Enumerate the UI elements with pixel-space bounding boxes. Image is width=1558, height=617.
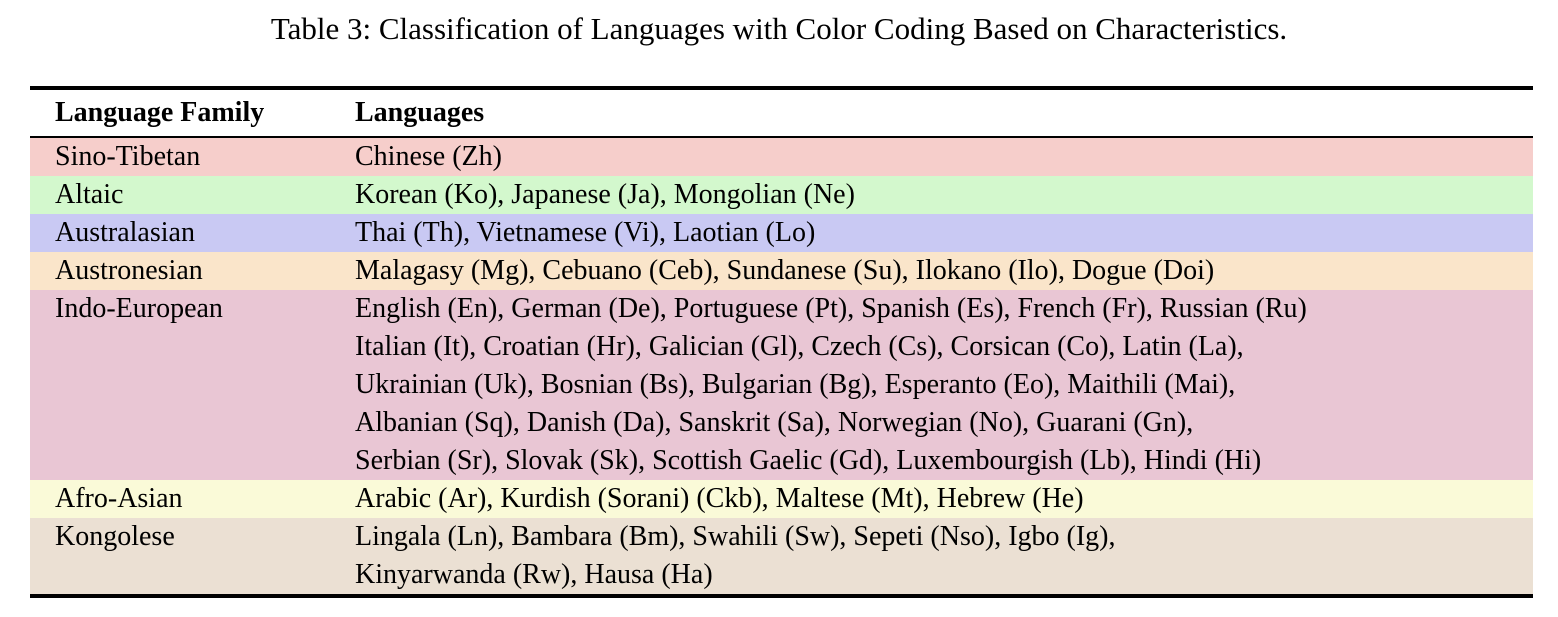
table-row: Afro-Asian Arabic (Ar), Kurdish (Sorani) … — [30, 480, 1533, 518]
table-row: Kongolese Lingala (Ln), Bambara (Bm), Swa… — [30, 518, 1533, 594]
family-cell: Afro-Asian — [55, 483, 183, 514]
table-row: Altaic Korean (Ko), Japanese (Ja), Mongol… — [30, 176, 1533, 214]
family-cell: Altaic — [55, 179, 124, 210]
languages-cell: Korean (Ko), Japanese (Ja), Mongolian (N… — [355, 176, 1533, 214]
column-header-language-family: Language Family — [55, 97, 265, 128]
table-row: Sino-Tibetan Chinese (Zh) — [30, 138, 1533, 176]
table-row: Australasian Thai (Th), Vietnamese (Vi), … — [30, 214, 1533, 252]
family-cell: Australasian — [55, 217, 195, 248]
language-line: Korean (Ko), Japanese (Ja), Mongolian (N… — [355, 179, 855, 210]
language-line: Serbian (Sr), Slovak (Sk), Scottish Gael… — [355, 445, 1262, 476]
languages-cell: Chinese (Zh) — [355, 138, 1533, 176]
language-line: Ukrainian (Uk), Bosnian (Bs), Bulgarian … — [355, 369, 1236, 400]
languages-cell: English (En), German (De), Portuguese (P… — [355, 290, 1533, 480]
language-line: Arabic (Ar), Kurdish (Sorani) (Ckb), Mal… — [355, 483, 1084, 514]
table-row: Austronesian Malagasy (Mg), Cebuano (Ceb)… — [30, 252, 1533, 290]
table-body: Sino-Tibetan Chinese (Zh) Altaic Korean (Ko… — [30, 138, 1533, 594]
language-line: Chinese (Zh) — [355, 141, 502, 172]
language-line: Lingala (Ln), Bambara (Bm), Swahili (Sw)… — [355, 521, 1116, 552]
language-line: Italian (It), Croatian (Hr), Galician (G… — [355, 331, 1244, 362]
table-row: Indo-European English (En), German (De), … — [30, 290, 1533, 480]
table-caption: Table 3: Classification of Languages wit… — [270, 11, 1288, 46]
family-cell: Sino-Tibetan — [55, 141, 201, 172]
languages-cell: Arabic (Ar), Kurdish (Sorani) (Ckb), Mal… — [355, 480, 1533, 518]
language-line: Albanian (Sq), Danish (Da), Sanskrit (Sa… — [355, 407, 1194, 438]
languages-cell: Malagasy (Mg), Cebuano (Ceb), Sundanese … — [355, 252, 1533, 290]
language-line: English (En), German (De), Portuguese (P… — [355, 293, 1307, 324]
languages-cell: Thai (Th), Vietnamese (Vi), Laotian (Lo) — [355, 214, 1533, 252]
languages-cell: Lingala (Ln), Bambara (Bm), Swahili (Sw)… — [355, 518, 1533, 594]
family-cell: Kongolese — [55, 521, 175, 552]
language-line: Kinyarwanda (Rw), Hausa (Ha) — [355, 559, 713, 590]
column-header-languages: Languages — [355, 97, 485, 128]
languages-table: Language Family Languages Sino-Tibetan Ch… — [30, 86, 1533, 598]
language-line: Thai (Th), Vietnamese (Vi), Laotian (Lo) — [355, 217, 816, 248]
family-cell: Austronesian — [55, 255, 203, 286]
table-header-row: Language Family Languages — [30, 90, 1533, 138]
family-cell: Indo-European — [55, 293, 223, 324]
language-line: Malagasy (Mg), Cebuano (Ceb), Sundanese … — [355, 255, 1215, 286]
